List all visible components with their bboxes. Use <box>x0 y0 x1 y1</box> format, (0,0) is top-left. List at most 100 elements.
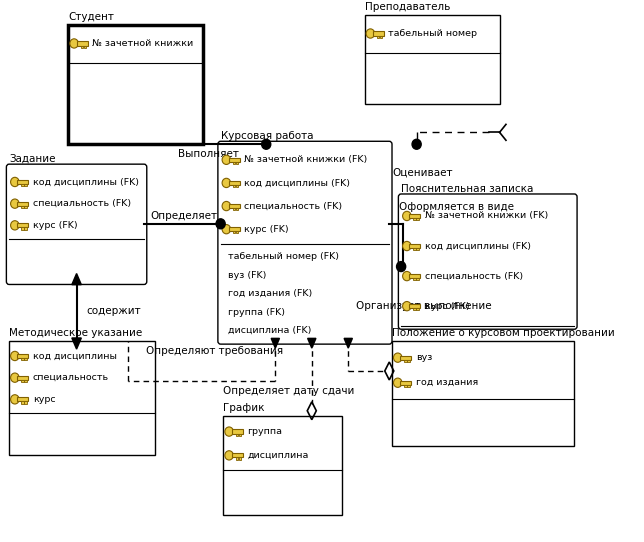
Text: содержит: содержит <box>86 306 141 317</box>
Bar <box>21 380 24 382</box>
Text: Оформляется в виде: Оформляется в виде <box>399 202 515 212</box>
Text: специальность: специальность <box>33 373 109 382</box>
Bar <box>404 360 406 362</box>
Bar <box>380 36 383 38</box>
Bar <box>17 376 28 380</box>
Bar <box>17 397 28 402</box>
Text: № зачетной книжки: № зачетной книжки <box>92 39 193 48</box>
Bar <box>80 46 83 48</box>
Bar <box>229 158 240 162</box>
Circle shape <box>393 378 402 388</box>
Circle shape <box>393 353 402 362</box>
Circle shape <box>10 199 19 208</box>
Text: Оценивает: Оценивает <box>392 167 453 177</box>
Bar <box>239 457 241 460</box>
Text: дисциплина: дисциплина <box>247 451 308 460</box>
Text: Пояснительная записка: Пояснительная записка <box>401 184 533 194</box>
Text: код дисциплины (FK): код дисциплины (FK) <box>33 177 139 186</box>
Bar <box>24 402 26 404</box>
Text: № зачетной книжки (FK): № зачетной книжки (FK) <box>244 156 368 164</box>
Bar <box>407 385 410 387</box>
Bar <box>24 184 26 186</box>
Bar <box>229 181 240 185</box>
Text: Методическое указание: Методическое указание <box>9 328 142 338</box>
FancyBboxPatch shape <box>392 341 574 446</box>
Circle shape <box>222 224 231 234</box>
Circle shape <box>402 301 411 311</box>
FancyBboxPatch shape <box>365 15 500 105</box>
Text: табельный номер (FK): табельный номер (FK) <box>228 253 339 261</box>
Bar <box>417 248 419 250</box>
Bar <box>17 180 28 184</box>
Text: Курсовая работа: Курсовая работа <box>221 131 313 141</box>
Bar <box>236 185 238 187</box>
Bar <box>24 380 26 382</box>
Text: год издания (FK): год издания (FK) <box>228 289 312 298</box>
Text: курс (FK): курс (FK) <box>425 302 469 311</box>
Polygon shape <box>271 338 279 348</box>
Bar <box>24 228 26 230</box>
Circle shape <box>261 139 270 149</box>
FancyBboxPatch shape <box>68 25 204 144</box>
Circle shape <box>10 373 19 382</box>
Text: дисциплина (FK): дисциплина (FK) <box>228 326 311 335</box>
Bar <box>236 208 238 210</box>
Bar <box>232 185 235 187</box>
Bar <box>413 278 415 280</box>
Circle shape <box>10 177 19 186</box>
Bar <box>232 162 235 164</box>
Polygon shape <box>308 338 316 348</box>
Text: Выполняет: Выполняет <box>178 149 239 159</box>
Text: Студент: Студент <box>68 12 114 22</box>
Bar <box>413 218 415 220</box>
Circle shape <box>222 202 231 211</box>
Text: Задание: Задание <box>9 154 55 164</box>
Bar <box>84 46 86 48</box>
FancyBboxPatch shape <box>399 194 577 329</box>
Text: код дисциплины (FK): код дисциплины (FK) <box>425 242 531 250</box>
Bar <box>21 228 24 230</box>
Circle shape <box>412 139 421 149</box>
Text: курс (FK): курс (FK) <box>33 221 77 230</box>
Text: табельный номер: табельный номер <box>388 29 477 38</box>
Text: курс (FK): курс (FK) <box>244 225 289 234</box>
Circle shape <box>10 221 19 230</box>
Text: Преподаватель: Преподаватель <box>365 2 450 12</box>
Bar <box>17 202 28 206</box>
FancyBboxPatch shape <box>218 141 392 344</box>
Circle shape <box>397 262 406 272</box>
Bar <box>229 204 240 208</box>
Text: код дисциплины: код дисциплины <box>33 351 117 360</box>
Bar <box>417 218 419 220</box>
Bar <box>401 356 411 360</box>
Bar <box>373 31 384 36</box>
Circle shape <box>225 427 233 436</box>
Bar <box>229 227 240 231</box>
Text: Организует выполнение: Организует выполнение <box>355 301 491 311</box>
Bar <box>239 434 241 436</box>
Bar <box>17 354 28 358</box>
Bar <box>417 308 419 311</box>
Bar <box>410 274 421 278</box>
Circle shape <box>222 155 231 164</box>
Text: специальность (FK): специальность (FK) <box>425 272 523 281</box>
Bar <box>417 278 419 280</box>
Bar <box>410 244 421 248</box>
Bar <box>401 380 411 385</box>
Text: группа: группа <box>247 427 282 436</box>
Bar <box>407 360 410 362</box>
Bar <box>377 36 379 38</box>
Text: Определяют требования: Определяют требования <box>146 346 283 356</box>
FancyBboxPatch shape <box>6 164 147 285</box>
Circle shape <box>10 351 19 360</box>
Bar <box>232 208 235 210</box>
Circle shape <box>216 219 225 229</box>
Bar <box>21 184 24 186</box>
Bar <box>24 206 26 208</box>
FancyBboxPatch shape <box>223 416 342 515</box>
Polygon shape <box>72 338 81 349</box>
Circle shape <box>225 451 233 460</box>
Polygon shape <box>344 338 352 348</box>
Bar <box>236 162 238 164</box>
Bar <box>404 385 406 387</box>
